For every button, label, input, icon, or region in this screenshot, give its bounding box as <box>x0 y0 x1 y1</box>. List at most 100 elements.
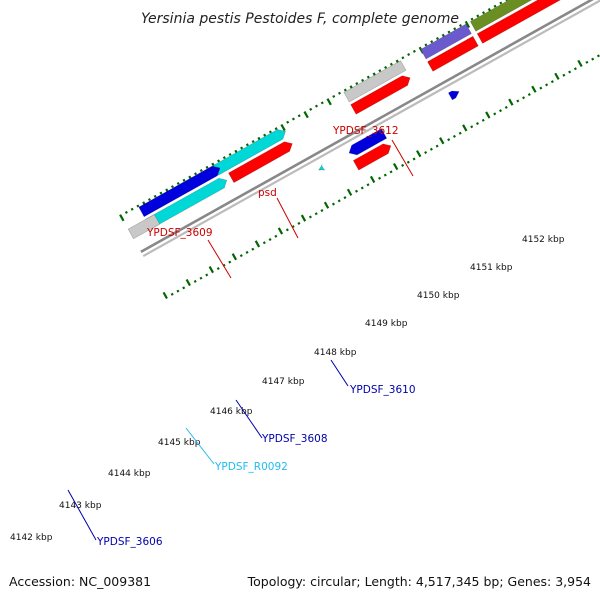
gene-gray-left <box>127 214 161 240</box>
gene-label-ypdsf-3612[interactable]: YPDSF_3612 <box>332 125 399 137</box>
tick-mark <box>153 194 157 198</box>
tick-mark <box>130 207 134 211</box>
tick-mark <box>240 146 244 150</box>
tick-mark <box>291 117 295 121</box>
tick-mark <box>462 124 468 132</box>
tick-mark <box>424 43 428 47</box>
backbone-line <box>140 0 594 254</box>
tick-mark <box>245 250 249 254</box>
gene-blue-3610 <box>447 90 460 101</box>
tick-mark <box>170 292 174 296</box>
tick-mark <box>568 70 572 74</box>
tick-label: 4150 kbp <box>417 291 460 301</box>
tick-mark <box>384 65 388 69</box>
tick-mark <box>378 69 382 73</box>
tick-mark <box>303 111 309 119</box>
tick-mark <box>346 188 353 196</box>
tick-mark <box>205 165 209 169</box>
tick-mark <box>505 0 509 2</box>
leader-line <box>207 239 232 279</box>
tick-mark <box>516 99 520 103</box>
tick-mark <box>424 151 428 155</box>
accession-text: Accession: NC_009381 <box>9 574 151 589</box>
tick-mark <box>314 212 318 216</box>
tick-mark <box>228 152 232 156</box>
tick-mark <box>369 175 376 184</box>
gene-label-ypdsf-r0092[interactable]: YPDSF_R0092 <box>214 461 288 473</box>
tick-mark <box>136 204 140 208</box>
tick-mark <box>286 120 290 124</box>
tick-mark <box>314 104 318 108</box>
tick-mark <box>458 131 462 135</box>
gene-label-ypdsf-3606[interactable]: YPDSF_3606 <box>96 536 163 548</box>
tick-mark <box>406 160 410 164</box>
tick-mark <box>392 162 399 171</box>
tick-mark <box>274 234 278 238</box>
tick-mark <box>268 238 272 242</box>
tick-mark <box>430 40 434 44</box>
tick-mark <box>591 57 595 61</box>
tick-mark <box>182 286 186 290</box>
tick-mark <box>274 127 278 131</box>
gene-olive-3612 <box>469 0 533 32</box>
tick-mark <box>176 289 180 293</box>
label-leaders <box>67 139 414 541</box>
tick-mark <box>378 176 382 180</box>
tick-mark <box>182 178 186 182</box>
tick-mark <box>585 60 589 64</box>
gene-label-ypdsf-3609[interactable]: YPDSF_3609 <box>146 227 213 239</box>
tick-label: 4148 kbp <box>314 348 357 358</box>
tick-mark <box>452 134 456 138</box>
tick-mark <box>539 86 543 90</box>
tick-mark <box>320 209 324 213</box>
gene-label-psd[interactable]: psd <box>258 187 277 199</box>
tick-mark <box>194 172 198 176</box>
tick-mark <box>383 173 387 177</box>
tick-mark <box>159 191 163 195</box>
tick-mark <box>508 98 514 106</box>
tick-mark <box>573 67 577 71</box>
tick-mark <box>435 36 439 40</box>
tick-mark <box>231 253 238 261</box>
tick-mark <box>504 105 508 109</box>
tick-mark <box>263 133 267 137</box>
tick-mark <box>412 157 416 161</box>
gene-red-psd <box>427 35 479 72</box>
map-title: Yersinia pestis Pestoides F, complete ge… <box>141 11 459 27</box>
tick-mark <box>222 263 226 267</box>
leader-line <box>235 399 263 439</box>
tick-label: 4144 kbp <box>108 469 151 479</box>
tick-mark <box>407 53 411 57</box>
tick-mark <box>308 215 312 219</box>
tick-mark <box>254 240 261 248</box>
tick-mark <box>251 140 255 144</box>
tick-mark <box>326 98 332 106</box>
tick-mark <box>429 147 433 151</box>
gene-cyan-r0092 <box>318 164 326 171</box>
tick-mark <box>222 156 226 160</box>
tick-mark <box>147 198 151 202</box>
tick-mark <box>343 88 347 92</box>
tick-mark <box>309 107 313 111</box>
tick-mark <box>389 170 393 174</box>
tick-mark <box>343 196 347 200</box>
tick-mark <box>185 278 191 287</box>
tick-mark <box>124 210 128 214</box>
tick-mark <box>458 24 462 28</box>
tick-mark <box>297 221 301 225</box>
tick-mark <box>531 85 537 93</box>
tick-label: 4142 kbp <box>10 533 53 543</box>
tick-mark <box>470 17 474 21</box>
tick-mark <box>475 122 479 126</box>
tick-mark <box>217 159 221 163</box>
topology-text: Topology: circular; Length: 4,517,345 bp… <box>247 574 591 589</box>
tick-mark <box>251 247 255 251</box>
gene-features <box>127 0 561 240</box>
gene-label-ypdsf-3610[interactable]: YPDSF_3610 <box>349 384 416 396</box>
tick-label: 4152 kbp <box>522 235 565 245</box>
gene-label-ypdsf-3608[interactable]: YPDSF_3608 <box>261 433 328 445</box>
tick-mark <box>361 78 365 82</box>
tick-mark <box>199 169 203 173</box>
tick-mark <box>481 118 485 122</box>
